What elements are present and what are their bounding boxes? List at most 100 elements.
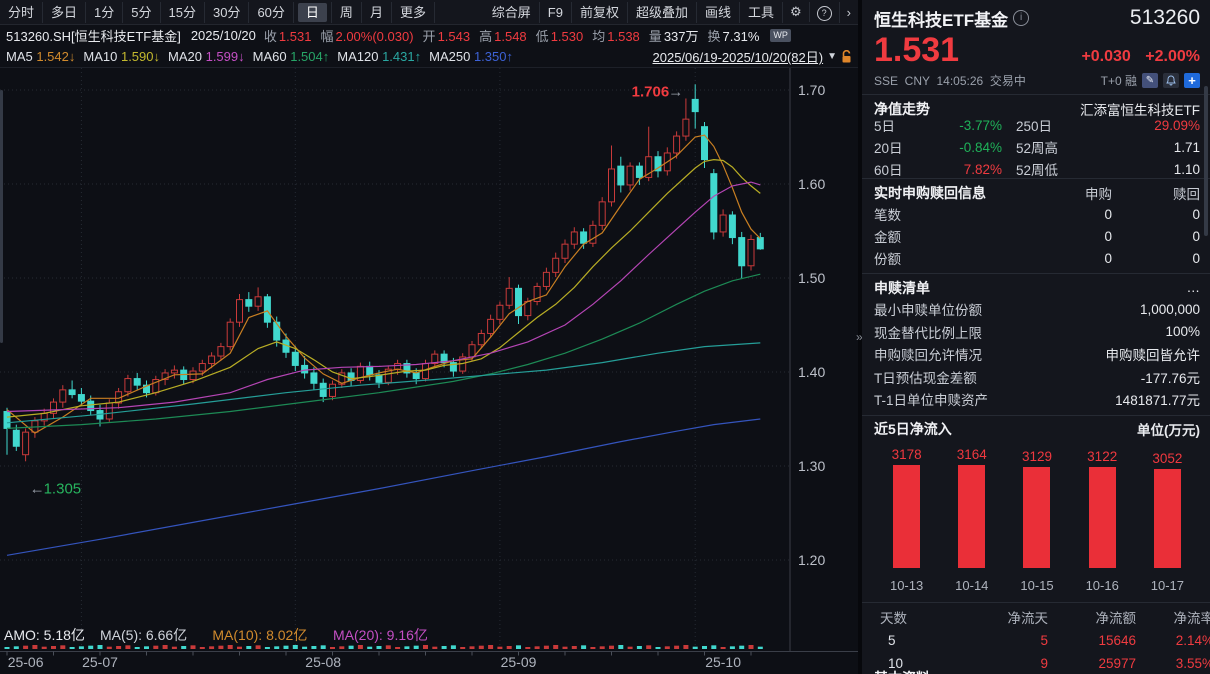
list-row: 现金替代比例上限 100%	[874, 324, 1200, 341]
timeframe-5分[interactable]: 5分	[123, 1, 161, 23]
x-axis-labels: 25-06 25-07 25-08 25-09 25-10	[8, 654, 742, 670]
flow-bar	[893, 464, 921, 568]
svg-text:25-09: 25-09	[501, 654, 537, 670]
toolbar-画线[interactable]: 画线	[697, 1, 740, 23]
fund-full-name: 汇添富恒生科技ETF	[1080, 102, 1200, 118]
timeframe-toolbar: 分时 多日 1分 5分 15分 30分 60分日周月更多 综合屏 F9 前复权 超级叠加 画线 工具 …	[0, 0, 858, 26]
timeframe-60分[interactable]: 60分	[249, 1, 294, 23]
flow-bar-column: 3178	[874, 447, 939, 568]
flow-table-header: 净流率	[1173, 611, 1210, 626]
flow-bar-column: 3164	[939, 447, 1004, 568]
flow-bar-date: 10-15	[1020, 578, 1054, 593]
ma-legend-MA120: MA120 1.431↑	[337, 49, 422, 65]
nav-section-title: 净值走势	[874, 100, 930, 117]
flow-table-header: 净流额	[1095, 611, 1137, 626]
price-annotations: ← 1.305 →1.706	[30, 83, 684, 497]
panel-scrollbar[interactable]	[1204, 86, 1208, 236]
toolbar-综合屏[interactable]: 综合屏	[484, 1, 540, 23]
svg-text:→: →	[668, 83, 683, 100]
list-row: T日预估现金差额 -177.76元	[874, 370, 1200, 386]
nav-row: 5日 -3.77% 250日 29.09%	[874, 117, 1200, 135]
ma-legend-bar: MA5 1.542↓ MA10 1.590↓ MA20 1.599↓ MA60 1.5…	[0, 46, 858, 68]
list-row: 最小申赎单位份额 1,000,000	[874, 301, 1200, 319]
flow-bar-column: 3122	[1070, 449, 1135, 568]
ma-legend-MA250: MA250 1.350↑	[429, 49, 513, 65]
fund-header: 恒生科技ETF基金 i 513260 1.531 +0.030 +2.00% S…	[862, 0, 1210, 95]
ma-line-MA60	[6, 273, 761, 429]
quote-field-量: 量 337万	[648, 29, 699, 45]
quote-field-幅: 幅 2.00%(0.030)	[320, 29, 414, 45]
add-watchlist-icon[interactable]: +	[1184, 72, 1200, 88]
col-subscribe: 申购	[1085, 186, 1112, 202]
fund-info-panel: 恒生科技ETF基金 i 513260 1.531 +0.030 +2.00% S…	[862, 0, 1210, 674]
timeframe-分时[interactable]: 分时	[0, 1, 44, 23]
chart-scroll-handle[interactable]	[0, 90, 3, 343]
quote-field-均: 均 1.538	[592, 29, 640, 45]
info-icon[interactable]: i	[1013, 10, 1030, 26]
unlock-icon[interactable]	[841, 49, 852, 64]
price-change-pct: +2.00%	[1145, 48, 1200, 65]
svg-text:1.20: 1.20	[798, 552, 825, 568]
list-row: T-1日单位申赎资产 1481871.77元	[874, 393, 1200, 409]
svg-text:AMO: 5.18亿: AMO: 5.18亿	[4, 627, 85, 643]
timeframe-周[interactable]: 周	[330, 1, 362, 23]
settings-gear-icon[interactable]: ⚙	[783, 2, 810, 23]
svg-text:25-10: 25-10	[705, 654, 741, 670]
help-icon[interactable]: ?	[810, 1, 840, 23]
svg-text:1.70: 1.70	[798, 82, 825, 98]
quote-field-低: 低 1.530	[535, 29, 584, 45]
realtime-section: 实时申购赎回信息 申购 赎回 笔数 0 0 金额 0 0 份额 0 0	[862, 179, 1210, 274]
list-title: 申赎清单	[874, 279, 930, 296]
toolbar-超级叠加[interactable]: 超级叠加	[628, 1, 697, 23]
list-section: 申赎清单 … 最小申赎单位份额 1,000,000 现金替代比例上限 100% 申购赎回…	[862, 274, 1210, 416]
collapse-panel-icon[interactable]: »	[856, 330, 863, 344]
edit-pencil-icon[interactable]: ✎	[1142, 72, 1158, 88]
alert-bell-icon[interactable]	[1163, 72, 1179, 88]
flow-table-header: 天数	[880, 611, 907, 626]
more-ellipsis-button[interactable]: …	[1186, 280, 1201, 295]
flow-title: 近5日净流入	[874, 421, 952, 437]
fund-name: 恒生科技ETF基金	[874, 10, 1009, 30]
date-range-label[interactable]: 2025/06/19-2025/10/20(82日)	[652, 50, 824, 66]
wp-badge-icon[interactable]: WP	[770, 29, 791, 43]
timeframe-1分[interactable]: 1分	[86, 1, 124, 23]
timeframe-多日[interactable]: 多日	[43, 1, 87, 23]
nav-row: 20日 -0.84% 52周高 1.71	[874, 139, 1200, 157]
flow-bar-column: 3129	[1004, 449, 1069, 568]
svg-text:←: ←	[30, 480, 45, 497]
amo-footer: AMO: 5.18亿 MA(5): 6.66亿 MA(10): 8.02亿 MA(20…	[4, 627, 428, 643]
chevron-right-icon[interactable]: ›	[846, 4, 851, 20]
timeframe-更多[interactable]: 更多	[392, 1, 435, 23]
timeframe-日[interactable]: 日	[297, 2, 327, 22]
svg-text:1.60: 1.60	[798, 176, 825, 192]
date-range-selector[interactable]: 2025/06/19-2025/10/20(82日) ▼	[653, 47, 858, 66]
kline-chart[interactable]: 1.70 1.60 1.50 1.40 1.30 1.20 ← 1.305 → 1.706 AMO:…	[0, 68, 858, 674]
flow-bar	[1023, 466, 1051, 568]
candlesticks[interactable]	[3, 84, 764, 462]
timeframe-月[interactable]: 月	[362, 1, 392, 23]
svg-text:MA(5): 6.66亿: MA(5): 6.66亿	[100, 627, 187, 643]
price-change: +0.030	[1081, 48, 1131, 65]
quote-field-收: 收 1.531	[263, 29, 312, 45]
realtime-row: 笔数 0 0	[874, 206, 1200, 224]
svg-text:1.50: 1.50	[798, 270, 825, 286]
svg-text:MA(10): 8.02亿: MA(10): 8.02亿	[212, 627, 307, 643]
ma-line-MA250	[6, 418, 761, 556]
y-axis-labels: 1.70 1.60 1.50 1.40 1.30 1.20	[798, 82, 825, 568]
toolbar-F9[interactable]: F9	[540, 1, 572, 23]
svg-text:25-07: 25-07	[82, 654, 118, 670]
svg-text:1.30: 1.30	[798, 458, 825, 474]
list-row: 申购赎回允许情况 申购赎回皆允许	[874, 348, 1200, 364]
caret-down-icon[interactable]: ▼	[827, 51, 837, 63]
timeframe-30分[interactable]: 30分	[205, 1, 250, 23]
flow-table-header: 净流天	[1007, 611, 1049, 626]
symbol-label: 513260.SH[恒生科技ETF基金]	[6, 29, 181, 45]
toolbar-前复权[interactable]: 前复权	[572, 1, 628, 23]
svg-text:1.40: 1.40	[798, 364, 825, 380]
timeframe-15分[interactable]: 15分	[161, 1, 205, 23]
toolbar-工具[interactable]: 工具	[740, 1, 783, 23]
ma-legend-MA60: MA60 1.504↑	[252, 49, 330, 65]
